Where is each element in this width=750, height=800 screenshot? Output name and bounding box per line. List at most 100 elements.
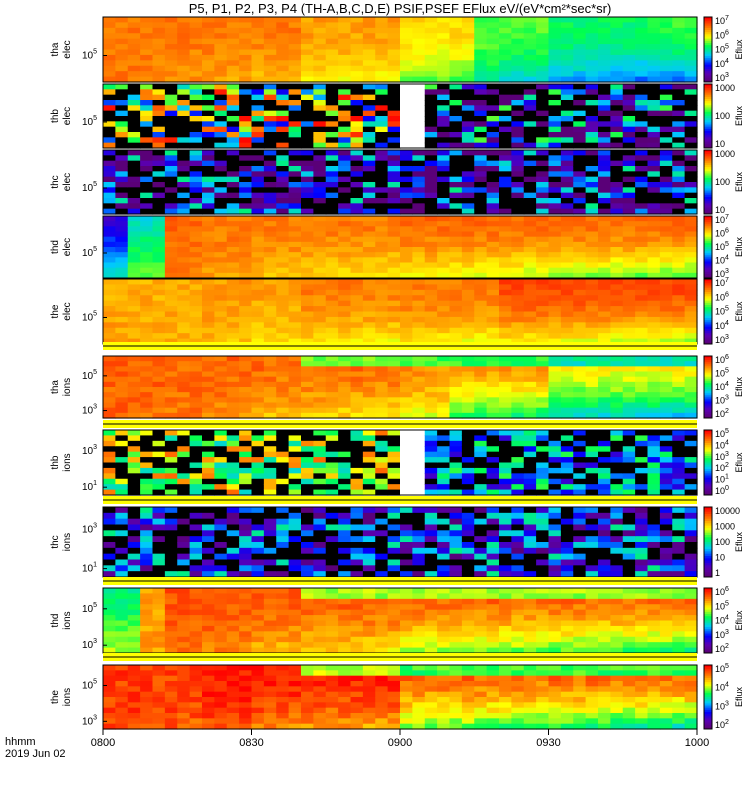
spectrogram-cell [115, 236, 129, 243]
spectrogram-cell [127, 176, 141, 183]
spectrogram-cell [560, 33, 574, 40]
spectrogram-cell [164, 467, 178, 474]
spectrogram-cell [103, 279, 116, 286]
spectrogram-cell [127, 376, 141, 383]
spectrogram-cell [437, 49, 451, 56]
spectrogram-cell [140, 279, 154, 286]
spectrogram-cell [585, 467, 599, 474]
spectrogram-cell [684, 142, 698, 149]
spectrogram-cell [152, 121, 166, 128]
spectrogram-cell [536, 192, 550, 199]
spectrogram-cell [635, 100, 649, 106]
spectrogram-cell [461, 33, 475, 40]
spectrogram-cell [152, 208, 166, 215]
spectrogram-cell [251, 33, 265, 40]
spectrogram-cell [214, 484, 228, 491]
spectrogram-cell [598, 89, 611, 96]
spectrogram-cell [313, 176, 327, 183]
spectrogram-cell [115, 356, 129, 362]
spectrogram-cell [449, 262, 463, 269]
spectrogram-cell [251, 306, 265, 313]
spectrogram-cell [127, 333, 141, 340]
spectrogram-cell [239, 216, 253, 222]
spectrogram-cell [362, 440, 376, 447]
spectrogram-cell [499, 462, 512, 469]
spectrogram-cell [672, 402, 686, 409]
spectrogram-cell [461, 559, 475, 566]
spectrogram-cell [461, 316, 475, 323]
spectrogram-cell [152, 478, 166, 485]
spectrogram-cell [362, 22, 376, 29]
spectrogram-cell [202, 257, 215, 264]
spectrogram-cell [424, 462, 438, 469]
spectrogram-cell [672, 462, 686, 469]
colorbar-swatch [704, 267, 712, 271]
spectrogram-cell [598, 60, 611, 67]
colorbar-swatch [704, 281, 712, 284]
spectrogram-cell [684, 322, 698, 329]
spectrogram-cell [276, 478, 290, 485]
spectrogram-cell [684, 241, 698, 248]
spectrogram-cell [276, 187, 290, 194]
spectrogram-cell [140, 60, 154, 67]
spectrogram-cell [622, 462, 636, 469]
spectrogram-cell [412, 226, 426, 233]
spectrogram-cell [536, 565, 550, 572]
spectrogram-cell [239, 387, 253, 393]
spectrogram-cell [189, 247, 203, 253]
spectrogram-cell [313, 467, 327, 474]
spectrogram-cell [635, 38, 649, 45]
spectrogram-cell [140, 489, 154, 496]
spectrogram-cell [276, 462, 290, 469]
spectrogram-cell [647, 155, 661, 162]
spectrogram-cell [202, 17, 215, 24]
spectrogram-cell [622, 295, 636, 302]
spectrogram-cell [461, 536, 475, 543]
colorbar-swatch [704, 507, 712, 510]
spectrogram-cell [486, 166, 500, 172]
spectrogram-cell [301, 467, 314, 474]
spectrogram-cell [103, 192, 116, 199]
spectrogram-cell [189, 17, 203, 24]
spectrogram-cell [449, 473, 463, 480]
spectrogram-cell [226, 289, 240, 296]
y-tick-label: 105 [82, 369, 97, 382]
spectrogram-cell [362, 231, 376, 238]
spectrogram-cell [474, 457, 488, 464]
spectrogram-cell [350, 126, 364, 133]
spectrogram-cell [127, 38, 141, 45]
spectrogram-cell [263, 489, 277, 496]
spectrogram-cell [461, 407, 475, 414]
spectrogram-cell [486, 366, 500, 373]
spectrogram-cell [672, 84, 686, 90]
spectrogram-cell [325, 116, 339, 122]
spectrogram-cell [610, 22, 624, 29]
spectrogram-cell [325, 38, 339, 45]
colorbar-swatch [704, 64, 712, 68]
spectrogram-cell [585, 478, 599, 485]
spectrogram-cell [437, 208, 451, 215]
spectrogram-cell [610, 54, 624, 61]
spectrogram-cell [338, 94, 352, 101]
spectrogram-cell [536, 376, 550, 383]
spectrogram-cell [226, 440, 240, 447]
spectrogram-cell [301, 272, 314, 279]
spectrogram-cell [177, 306, 191, 313]
spectrogram-cell [412, 116, 426, 122]
spectrogram-cell [536, 171, 550, 178]
spectrogram-cell [177, 94, 191, 101]
spectrogram-cell [610, 110, 624, 117]
spectrogram-cell [214, 542, 228, 549]
spectrogram-cell [585, 22, 599, 29]
spectrogram-cell [239, 105, 253, 112]
spectrogram-cell [276, 54, 290, 61]
spectrogram-cell [288, 571, 302, 578]
colorbar-swatch [704, 124, 712, 128]
spectrogram-cell [362, 371, 376, 378]
spectrogram-cell [449, 484, 463, 491]
spectrogram-cell [647, 187, 661, 194]
spectrogram-cell [164, 451, 178, 458]
spectrogram-cell [103, 89, 116, 96]
spectrogram-cell [523, 440, 537, 447]
spectrogram-cell [461, 110, 475, 117]
